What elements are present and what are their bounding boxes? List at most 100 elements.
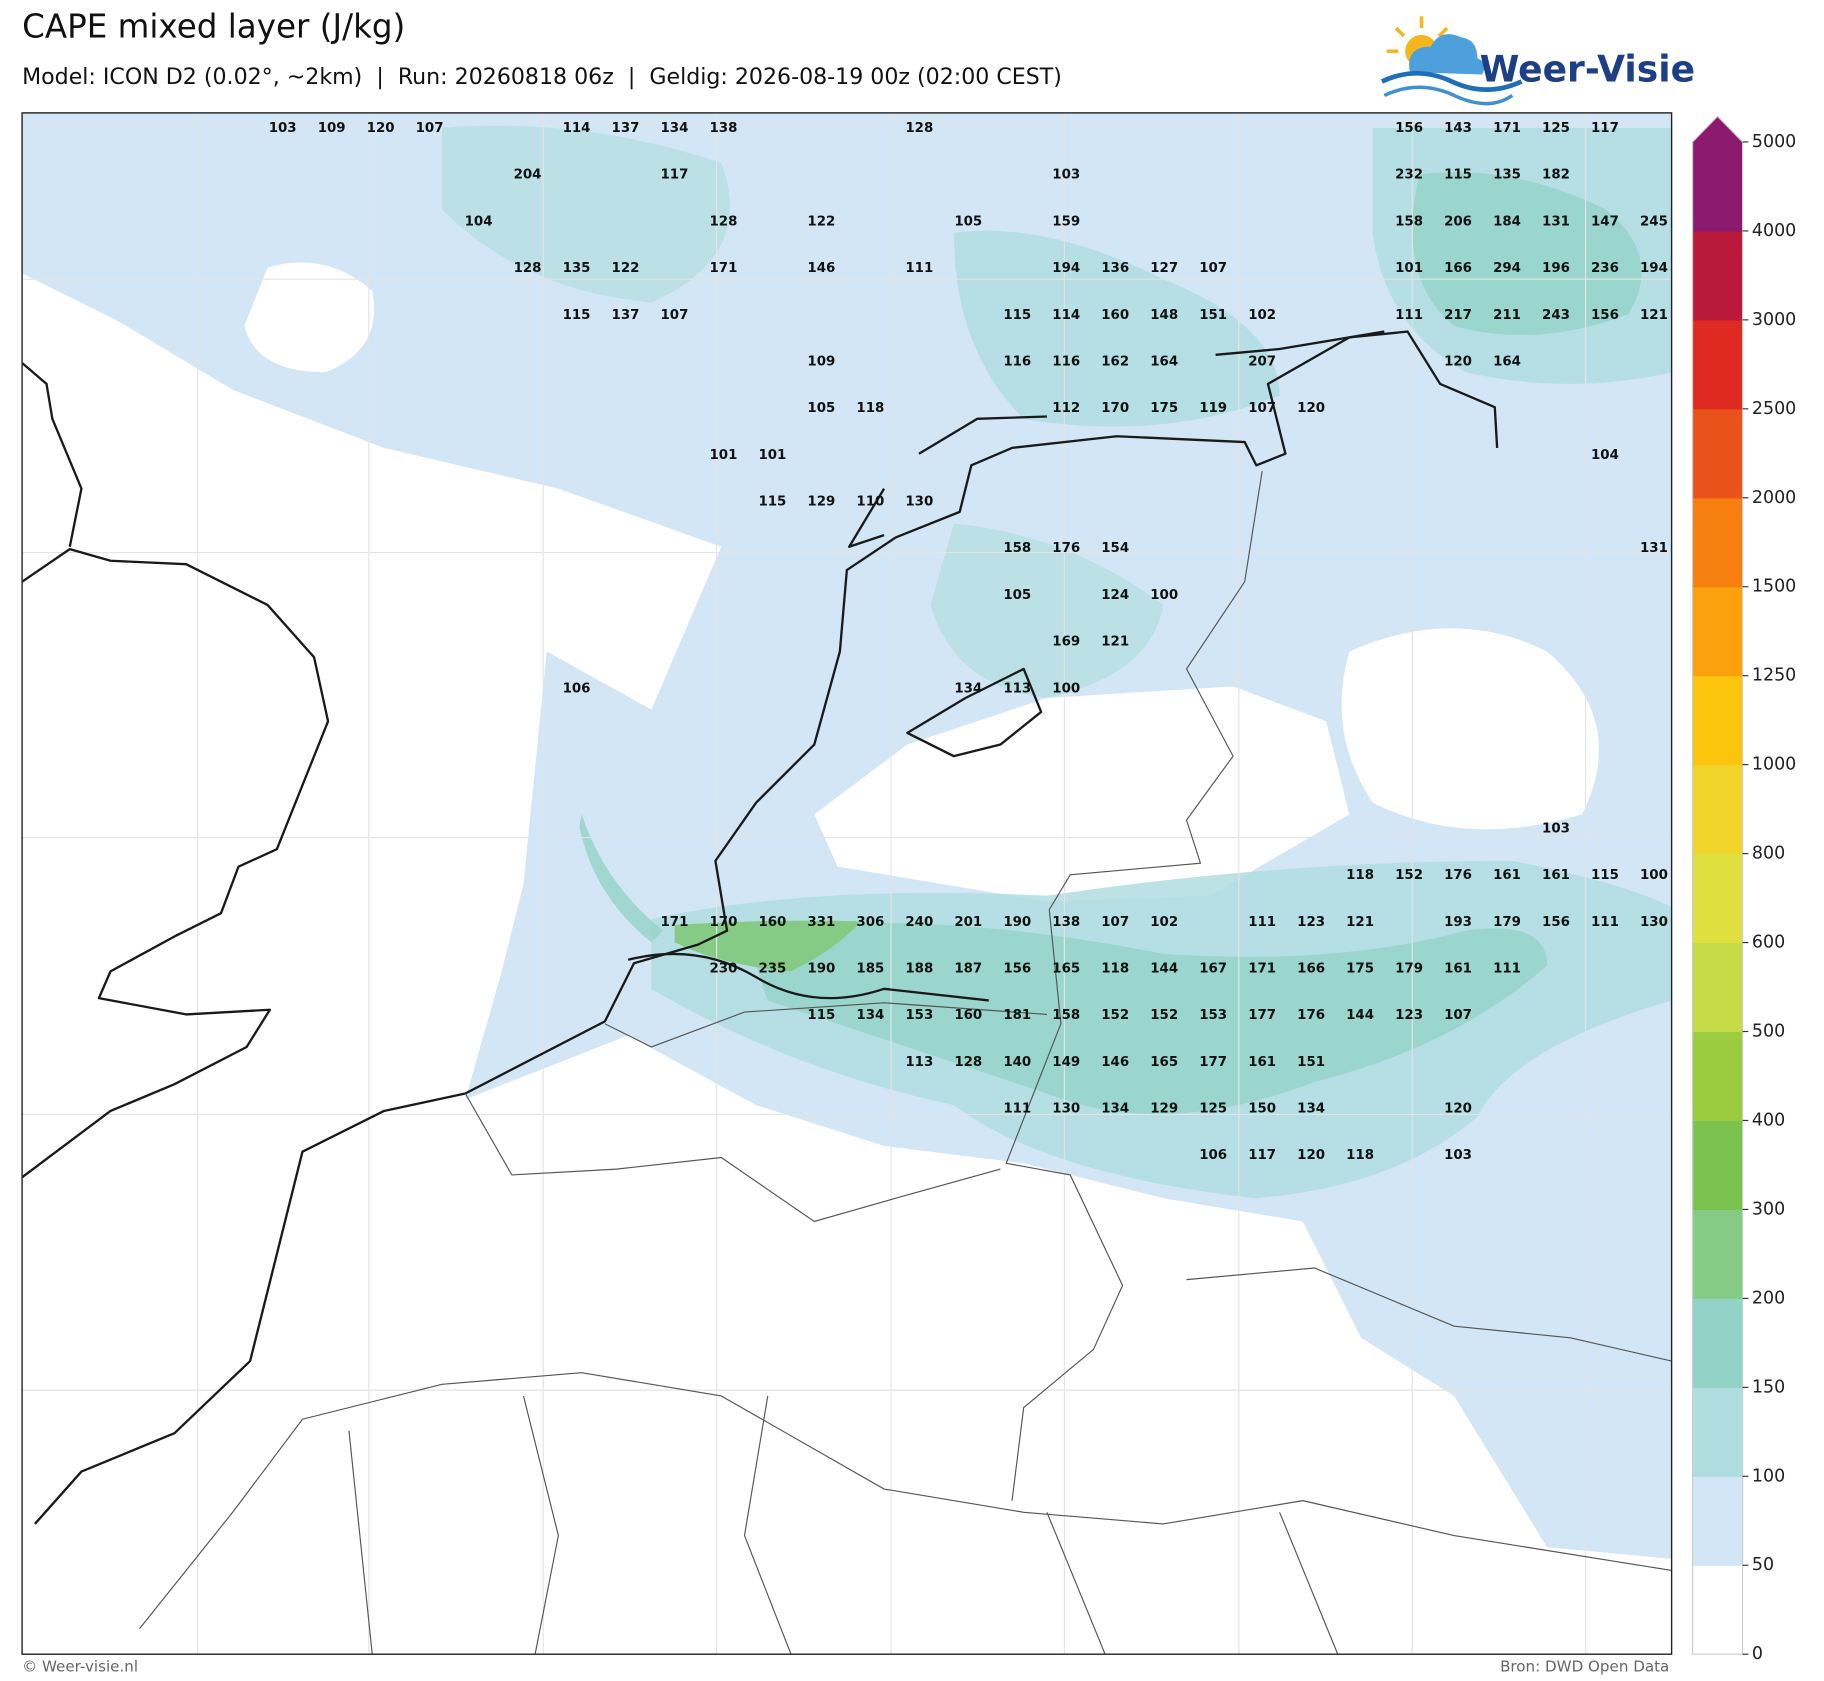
cape-label: 131 (1542, 214, 1570, 229)
colorbar-tick-label: 1250 (1752, 666, 1796, 686)
cape-label: 123 (1297, 915, 1325, 930)
cape-label: 176 (1052, 541, 1080, 556)
cape-label: 111 (905, 261, 933, 276)
cape-label: 102 (1150, 915, 1178, 930)
cape-label: 144 (1150, 961, 1178, 976)
cape-label: 306 (856, 915, 884, 930)
cape-label: 128 (514, 261, 542, 276)
cape-label: 130 (1640, 915, 1668, 930)
colorbar-band (1692, 497, 1743, 588)
cape-label: 204 (514, 168, 542, 183)
colorbar-band (1692, 1298, 1743, 1388)
cape-label: 111 (1248, 915, 1276, 930)
colorbar-tick-label: 400 (1752, 1110, 1785, 1130)
colorbar-tick-label: 3000 (1752, 310, 1796, 330)
cape-label: 113 (905, 1055, 933, 1070)
title: CAPE mixed layer (J/kg) (22, 7, 405, 45)
cape-label: 137 (612, 308, 640, 323)
cape-label: 136 (1101, 261, 1129, 276)
cape-label: 116 (1052, 354, 1080, 369)
cape-label: 148 (1150, 308, 1178, 323)
cape-label: 149 (1052, 1055, 1080, 1070)
cape-label: 109 (807, 354, 835, 369)
cape-label: 158 (1003, 541, 1031, 556)
cape-label: 107 (416, 121, 444, 136)
cape-label: 120 (1444, 1102, 1472, 1117)
colorbar-band (1692, 1565, 1743, 1655)
cape-label: 121 (1101, 635, 1129, 650)
colorbar-band (1692, 1031, 1743, 1122)
cape-label: 171 (709, 261, 737, 276)
cape-label: 140 (1003, 1055, 1031, 1070)
cape-label: 103 (1542, 821, 1570, 836)
cape-label: 101 (709, 448, 737, 463)
cape-label: 107 (661, 308, 689, 323)
cape-label: 170 (709, 915, 737, 930)
cape-label: 137 (612, 121, 640, 136)
colorbar-tick-label: 0 (1752, 1644, 1763, 1664)
cape-label: 131 (1640, 541, 1668, 556)
cape-label: 113 (1003, 681, 1031, 696)
cape-label: 130 (1052, 1102, 1080, 1117)
cape-label: 120 (1297, 1148, 1325, 1163)
cape-label: 105 (1003, 588, 1031, 603)
borders (139, 471, 1672, 1655)
cape-label: 158 (1395, 214, 1423, 229)
cape-label: 190 (1003, 915, 1031, 930)
cape-label: 127 (1150, 261, 1178, 276)
cape-label: 171 (661, 915, 689, 930)
cape-label: 177 (1199, 1055, 1227, 1070)
cape-label: 107 (1248, 401, 1276, 416)
cape-label: 151 (1199, 308, 1227, 323)
cape-label: 138 (709, 121, 737, 136)
cape-label: 105 (807, 401, 835, 416)
cape-label: 143 (1444, 121, 1472, 136)
value-labels: 103 109 120 107 114 137 134 138 128 156 143 171 125 1… (269, 121, 1668, 1163)
cape-label: 181 (1003, 1008, 1031, 1023)
colorbar-band (1692, 230, 1743, 321)
cape-label: 134 (1101, 1102, 1129, 1117)
cape-label: 152 (1150, 1008, 1178, 1023)
cape-label: 176 (1297, 1008, 1325, 1023)
cape-label: 193 (1444, 915, 1472, 930)
cape-label: 138 (1052, 915, 1080, 930)
cape-label: 182 (1542, 168, 1570, 183)
cape-label: 164 (1493, 354, 1521, 369)
cape-label: 243 (1542, 308, 1570, 323)
cape-label: 236 (1591, 261, 1619, 276)
cape-label: 245 (1640, 214, 1668, 229)
cape-label: 171 (1248, 961, 1276, 976)
cape-label: 165 (1150, 1055, 1178, 1070)
cape-label: 159 (1052, 214, 1080, 229)
logo-text: Weer-Visie (1480, 48, 1695, 90)
colorbar-tick-label: 5000 (1752, 132, 1796, 152)
colorbar-tick-label: 600 (1752, 933, 1785, 953)
cape-label: 175 (1150, 401, 1178, 416)
colorbar-band (1692, 1120, 1743, 1211)
cape-label: 121 (1640, 308, 1668, 323)
cape-label: 175 (1346, 961, 1374, 976)
cape-label: 100 (1150, 588, 1178, 603)
cape-label: 128 (709, 214, 737, 229)
cape-label: 104 (465, 214, 493, 229)
cape-label: 294 (1493, 261, 1521, 276)
cape-label: 105 (954, 214, 982, 229)
cape-label: 119 (1199, 401, 1227, 416)
cape-label: 156 (1395, 121, 1423, 136)
cape-label: 169 (1052, 635, 1080, 650)
colorbar-tick-label: 150 (1752, 1377, 1785, 1397)
cape-label: 101 (1395, 261, 1423, 276)
cape-label: 151 (1297, 1055, 1325, 1070)
colorbar-band (1692, 1387, 1743, 1477)
cape-label: 125 (1542, 121, 1570, 136)
cape-label: 120 (367, 121, 395, 136)
cape-label: 158 (1052, 1008, 1080, 1023)
cape-label: 160 (954, 1008, 982, 1023)
map-area: 103 109 120 107 114 137 134 138 128 156 143 171 125 1… (22, 112, 1672, 1655)
cape-label: 111 (1493, 961, 1521, 976)
cape-label: 206 (1444, 214, 1472, 229)
cape-label: 161 (1248, 1055, 1276, 1070)
colorbar-outline (1691, 115, 1744, 1655)
cape-label: 115 (563, 308, 591, 323)
